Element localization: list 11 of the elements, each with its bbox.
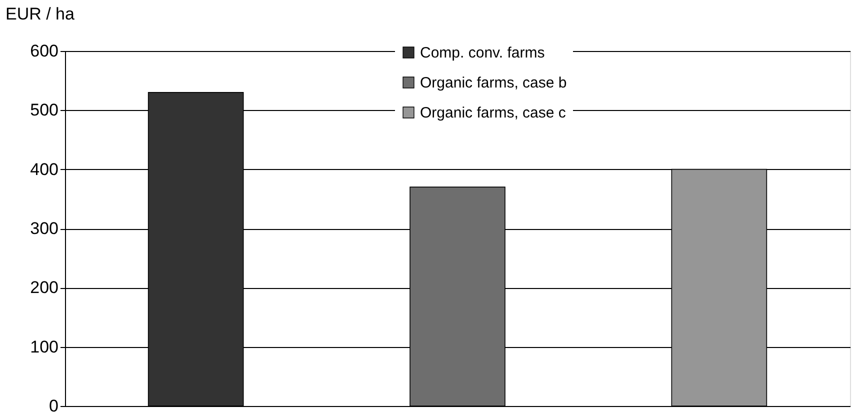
y-tick-label: 200 — [30, 278, 58, 298]
y-tick-label: 300 — [30, 219, 58, 238]
y-axis-title: EUR / ha — [6, 4, 76, 24]
y-tick-label: 400 — [30, 160, 58, 179]
legend-label: Organic farms, case b — [420, 74, 567, 92]
y-tick-label: 100 — [30, 337, 58, 356]
y-tick-label: 600 — [30, 42, 58, 60]
y-tick-label: 0 — [49, 396, 58, 416]
legend-label: Comp. conv. farms — [420, 44, 545, 62]
legend-label: Organic farms, case c — [420, 104, 566, 122]
y-tick-label: 500 — [30, 100, 58, 120]
